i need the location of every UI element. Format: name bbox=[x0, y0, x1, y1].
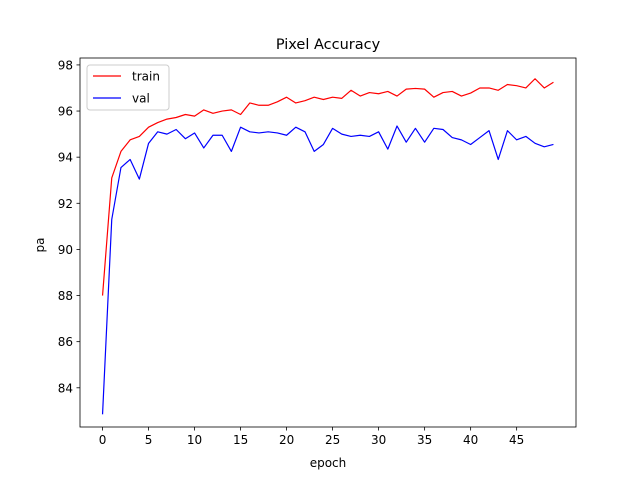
x-tick-label: 35 bbox=[417, 433, 432, 447]
chart-title: Pixel Accuracy bbox=[276, 37, 381, 53]
x-tick-label: 15 bbox=[233, 433, 248, 447]
y-tick-label: 96 bbox=[58, 105, 73, 119]
x-tick-label: 25 bbox=[325, 433, 340, 447]
y-axis-title: pa bbox=[33, 238, 47, 253]
y-tick-label: 84 bbox=[58, 381, 73, 395]
x-tick-label: 45 bbox=[509, 433, 524, 447]
y-tick-label: 92 bbox=[58, 197, 73, 211]
x-tick-label: 20 bbox=[279, 433, 294, 447]
series-line-val bbox=[101, 125, 554, 415]
y-tick-label: 88 bbox=[58, 289, 73, 303]
x-tick-label: 5 bbox=[145, 433, 153, 447]
x-tick-label: 10 bbox=[187, 433, 202, 447]
y-tick-label: 86 bbox=[58, 335, 73, 349]
x-tick-label: 0 bbox=[99, 433, 107, 447]
axes-frame bbox=[79, 57, 577, 428]
legend-label-val: val bbox=[132, 92, 150, 106]
legend-label-train: train bbox=[132, 70, 160, 84]
plot-area: 0 5 10 15 20 25 30 35 40 45 84 86 88 90 92 94 96 98 bbox=[58, 57, 577, 447]
x-tick-label: 40 bbox=[463, 433, 478, 447]
y-tick-label: 94 bbox=[58, 151, 73, 165]
y-tick-label: 98 bbox=[58, 58, 73, 72]
legend: train val bbox=[86, 64, 170, 111]
y-tick-label: 90 bbox=[58, 243, 73, 257]
series-line-train bbox=[101, 78, 554, 296]
x-axis-title: epoch bbox=[310, 456, 347, 470]
x-tick-label: 30 bbox=[371, 433, 386, 447]
